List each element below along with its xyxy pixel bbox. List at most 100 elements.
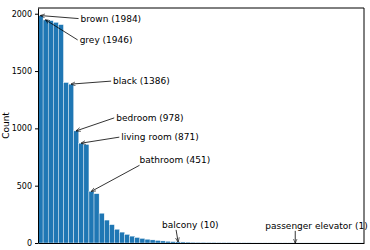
bar (201, 242, 206, 243)
bar (252, 242, 257, 243)
annotation-label: living room (871) (121, 132, 198, 142)
y-tick-mark (35, 128, 38, 129)
bar (181, 242, 186, 243)
bar (226, 242, 231, 243)
bar (114, 229, 119, 243)
y-tick-label: 1500 (12, 67, 32, 76)
bar (191, 242, 196, 243)
y-tick-label: 0 (27, 239, 32, 248)
bar (349, 242, 354, 243)
bar (176, 242, 181, 243)
annotation-arrow (41, 16, 79, 19)
annotation-arrow (176, 230, 178, 242)
y-tick-label: 2000 (12, 10, 32, 19)
bar (318, 242, 323, 243)
bar (344, 242, 349, 243)
bar (104, 220, 109, 243)
bar (120, 232, 125, 243)
bar (84, 144, 89, 243)
bar (48, 21, 53, 243)
bar (237, 242, 242, 243)
bar (160, 241, 165, 243)
bar (94, 194, 99, 243)
bar (150, 240, 155, 243)
bar (232, 242, 237, 243)
annotation-label: grey (1946) (80, 35, 133, 45)
bar (53, 22, 58, 243)
y-tick: 1500 (12, 67, 38, 76)
bar (74, 131, 79, 243)
y-tick-label: 500 (17, 182, 32, 191)
bar (272, 242, 277, 243)
annotation-label: bedroom (978) (116, 113, 183, 123)
bar (221, 242, 226, 243)
annotation-arrow (81, 137, 119, 143)
bar (125, 234, 130, 243)
y-tick: 2000 (12, 10, 38, 19)
bar (155, 240, 160, 243)
y-tick-mark (35, 186, 38, 187)
annotation-arrow (46, 20, 78, 40)
bar (359, 242, 364, 243)
y-tick: 500 (17, 182, 38, 191)
bar (135, 237, 140, 243)
bar (247, 242, 252, 243)
bar (267, 242, 272, 243)
bar (186, 242, 191, 243)
bar (288, 242, 293, 243)
y-axis-title: Count (1, 112, 11, 139)
bar (140, 238, 145, 243)
bar (109, 225, 114, 243)
bar (303, 242, 308, 243)
bar (354, 242, 359, 243)
bar (145, 239, 150, 243)
bars (38, 16, 364, 243)
chart: 0500100015002000brown (1984)grey (1946)b… (0, 0, 370, 250)
bar (63, 83, 68, 243)
y-tick: 0 (27, 239, 38, 248)
bar (308, 242, 313, 243)
bar (69, 84, 74, 243)
bar (262, 242, 267, 243)
bar (242, 242, 247, 243)
bar (257, 242, 262, 243)
y-tick-label: 1000 (12, 124, 32, 133)
bar (165, 241, 170, 243)
annotation-arrow (76, 118, 114, 131)
annotation-arrow (71, 81, 111, 84)
bar (313, 242, 318, 243)
bar (298, 242, 303, 243)
annotation-label: black (1386) (113, 76, 170, 86)
y-tick: 1000 (12, 124, 38, 133)
annotations: brown (1984) grey (1946) black (1386) bedro… (41, 14, 368, 243)
bar (79, 143, 84, 243)
annotation-arrow (91, 165, 139, 191)
bar (277, 242, 282, 243)
annotation-label: passenger elevator (1) (265, 221, 367, 231)
bar (196, 242, 201, 243)
bar (283, 242, 288, 243)
plot: 0500100015002000brown (1984)grey (1946)b… (12, 8, 368, 248)
bar (89, 191, 94, 243)
bar (130, 236, 135, 243)
annotation-label: brown (1984) (81, 14, 142, 24)
annotation-arrow (295, 231, 296, 243)
y-tick-mark (35, 14, 38, 15)
bar (170, 242, 175, 243)
annotation-label: balcony (10) (162, 220, 219, 230)
y-tick-mark (35, 243, 38, 244)
annotation-label: bathroom (451) (139, 155, 210, 165)
y-axis-line (38, 9, 39, 244)
x-axis-line (39, 243, 365, 244)
bar (99, 213, 104, 243)
y-tick-mark (35, 71, 38, 72)
bar (323, 242, 328, 243)
frame (38, 8, 364, 243)
bar (43, 20, 48, 243)
bar (339, 242, 344, 243)
bar (206, 242, 211, 243)
y-axis: 0 500 1000 1500 2000 (12, 9, 39, 249)
bar (211, 242, 216, 243)
bar (216, 242, 221, 243)
bar (58, 25, 63, 243)
